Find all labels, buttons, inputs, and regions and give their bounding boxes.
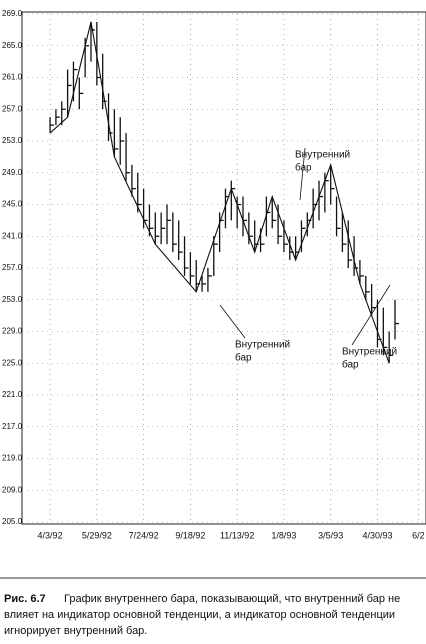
y-tick-label: 249.0 bbox=[2, 168, 23, 177]
x-tick-label: 5/29/92 bbox=[82, 530, 112, 540]
x-tick-label: 11/13/92 bbox=[220, 530, 254, 540]
y-tick-label: 261.0 bbox=[2, 73, 23, 82]
y-tick-label: 229.0 bbox=[2, 327, 23, 336]
annotation: Внутренний bbox=[235, 340, 290, 351]
swing-line bbox=[49, 21, 390, 364]
y-tick-label: 257.0 bbox=[2, 263, 23, 272]
annotation: бар bbox=[235, 352, 252, 364]
x-tick-label: 6/2 bbox=[412, 530, 425, 540]
annotation-leader bbox=[219, 304, 246, 339]
y-tick-label: 225.0 bbox=[2, 358, 23, 367]
y-tick-label: 245.0 bbox=[2, 200, 23, 209]
annotation: Внутренний bbox=[295, 150, 350, 161]
y-tick-label: 253.0 bbox=[2, 136, 23, 145]
caption-line: влияет на индикатор основной тенденции, … bbox=[4, 609, 395, 621]
y-tick-label: 253.0 bbox=[2, 295, 23, 304]
annotation: Внутренний bbox=[342, 347, 397, 358]
y-tick-label: 217.0 bbox=[2, 422, 23, 431]
y-tick-label: 209.0 bbox=[2, 485, 23, 494]
y-tick-label: 265.0 bbox=[2, 41, 23, 50]
caption-line: игнорирует внутренний бар. bbox=[4, 625, 147, 637]
x-tick-label: 4/30/93 bbox=[362, 530, 392, 540]
x-tick-label: 9/18/92 bbox=[175, 530, 205, 540]
y-tick-label: 257.0 bbox=[2, 104, 23, 113]
x-tick-label: 4/3/92 bbox=[38, 530, 63, 540]
annotation-leader bbox=[351, 284, 391, 346]
x-tick-label: 7/24/92 bbox=[129, 530, 159, 540]
x-tick-label: 1/8/93 bbox=[271, 530, 296, 540]
annotation: бар bbox=[295, 162, 312, 174]
caption-line: График внутреннего бара, показывающий, ч… bbox=[64, 593, 400, 605]
x-tick-label: 3/5/93 bbox=[318, 530, 343, 540]
y-tick-label: 219.0 bbox=[2, 454, 23, 463]
annotation: бар bbox=[342, 359, 359, 371]
y-tick-label: 241.0 bbox=[2, 231, 23, 240]
annotation-leader bbox=[299, 147, 306, 201]
caption-label: Рис. 6.7 bbox=[4, 593, 46, 605]
y-tick-label: 221.0 bbox=[2, 390, 23, 399]
y-tick-label: 269.0 bbox=[2, 9, 23, 18]
y-tick-label: 205.0 bbox=[2, 517, 23, 526]
